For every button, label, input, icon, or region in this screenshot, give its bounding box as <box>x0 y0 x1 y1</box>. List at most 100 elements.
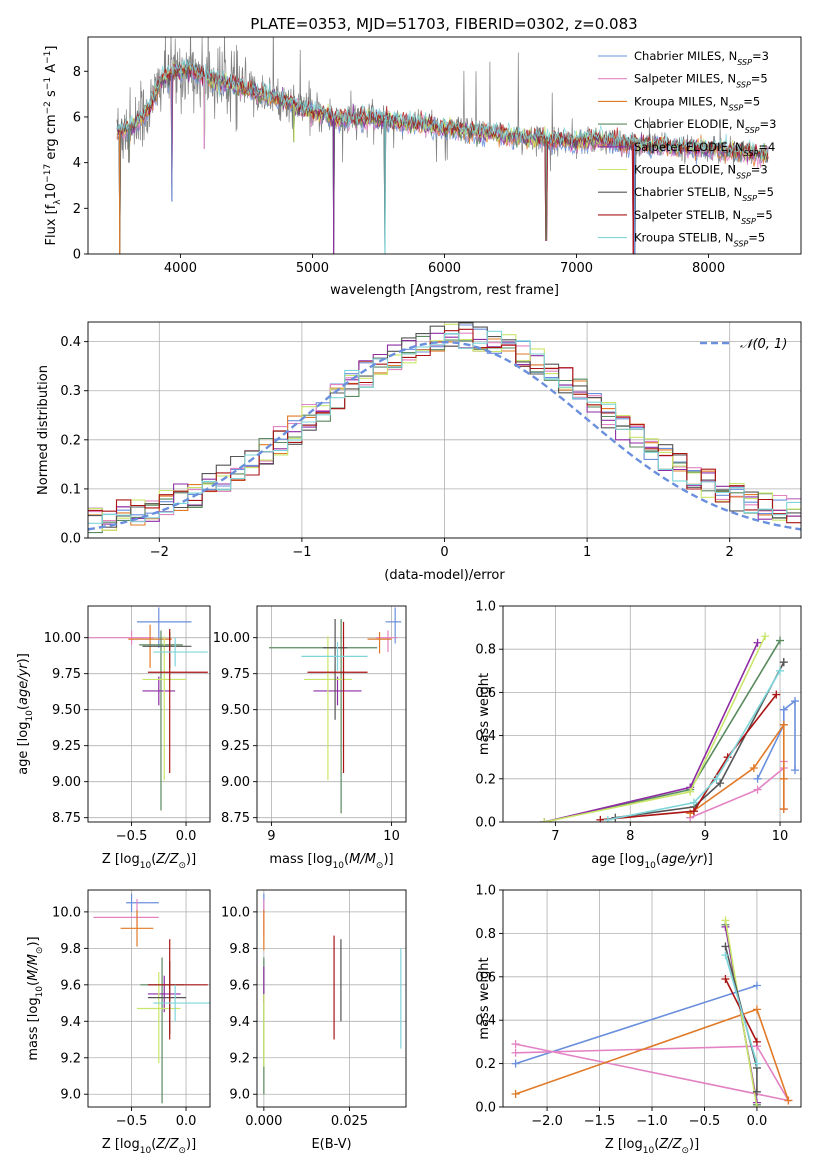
x-tick-label: 9 <box>267 829 275 844</box>
point-marker <box>779 705 788 714</box>
point-marker <box>721 942 730 951</box>
legend-name: Chabrier STELIB, N <box>634 185 742 199</box>
y-tick-label: 0.1 <box>60 482 81 497</box>
legend-sub: SSP <box>729 103 744 112</box>
point-marker <box>752 1087 761 1096</box>
point-marker <box>712 774 721 783</box>
y-tick-label: 9.00 <box>52 775 81 790</box>
legend-sub: SSP <box>745 126 760 135</box>
series-kroupa-miles <box>511 1005 793 1105</box>
label-part: Z/Z <box>658 1137 682 1152</box>
x-tick-label: −1.0 <box>636 1114 668 1129</box>
errorbar-salpeter-elodie <box>313 676 362 706</box>
series-line <box>544 635 766 822</box>
point-marker <box>761 632 770 641</box>
legend-label-chabrier-elodie: Chabrier ELODIE, NSSP=3 <box>634 117 776 135</box>
errorbar-chabrier-stelib <box>147 961 187 1035</box>
label-part: −17 <box>43 164 53 183</box>
point-marker <box>686 787 695 796</box>
errorbar-salpeter-stelib <box>147 629 208 774</box>
x-tick-label: 0.025 <box>331 1114 368 1129</box>
y-tick-label: 0.4 <box>475 1014 496 1029</box>
y-tick-label: 1.0 <box>475 600 496 615</box>
label-part: age [log <box>16 722 31 775</box>
series-line <box>689 722 785 815</box>
label-part: 10 <box>44 183 59 200</box>
label-part: λ <box>53 199 63 205</box>
label-part: ⊙ <box>35 947 45 955</box>
point-marker <box>753 774 762 783</box>
y-tick-label: 4 <box>73 156 81 171</box>
axes-frame <box>87 889 211 1108</box>
y-tick-label: 9.8 <box>229 942 250 957</box>
x-tick-label: −1 <box>292 545 311 560</box>
point-marker <box>779 805 788 814</box>
x-tick-label: 1 <box>583 545 591 560</box>
y-tick-label: 0.2 <box>60 433 81 448</box>
label-part: Z [log <box>605 1137 643 1152</box>
x-tick-label: −0.5 <box>116 1114 148 1129</box>
point-marker <box>749 764 758 772</box>
y-tick-label: 9.6 <box>60 978 81 993</box>
plot-area-mass-vs-Z <box>88 890 210 1107</box>
model-line-salpeter-elodie <box>116 59 769 254</box>
point-marker <box>511 1089 520 1098</box>
legend-nssp: =3 <box>751 163 768 177</box>
legend-nssp: =4 <box>758 140 775 154</box>
x-tick-label: 9 <box>701 829 709 844</box>
label-part: ] <box>44 46 59 51</box>
y-tick-label: 1.0 <box>475 884 496 899</box>
errorbar-kroupa-stelib <box>153 984 210 1022</box>
legend-sub: SSP <box>741 216 756 225</box>
y-tick-label: 9.0 <box>229 1088 250 1103</box>
label-part: 10 <box>643 1146 655 1156</box>
y-tick-label: 8 <box>73 65 81 80</box>
panel-residuals: −2 −1 0 1 2 0.0 0.1 0.2 0.3 0.4 𝒩(0, 1) (data-model… <box>36 321 802 583</box>
point-marker <box>716 779 725 788</box>
label-part: )] <box>26 936 41 946</box>
point-marker <box>752 1103 761 1107</box>
series-line <box>600 694 777 821</box>
y-tick-label: 9.4 <box>60 1015 81 1030</box>
x-tick-label: −0.5 <box>116 829 148 844</box>
legend-nssp: =5 <box>751 72 768 86</box>
y-tick-label: 9.00 <box>221 775 250 790</box>
panel-weight-vs-Z: −2.0 −1.5 −1.0 −0.5 0.0 0.0 0.2 0.4 0.6 0.8 1.0 Z [… <box>475 884 802 1156</box>
label-part: −1 <box>43 77 53 90</box>
label-part: erg cm <box>44 114 59 163</box>
histogram-chabrier-elodie <box>88 335 801 534</box>
errorbar-kroupa-miles <box>367 631 392 654</box>
legend-name: Chabrier ELODIE, N <box>634 117 745 131</box>
axes-frame <box>256 889 407 1108</box>
label-part: ( <box>26 981 41 986</box>
y-tick-label: 9.50 <box>221 703 250 718</box>
y-tick-label: 0.2 <box>475 1057 496 1072</box>
label-part: )] <box>689 1137 699 1152</box>
legend-label-salpeter-stelib: Salpeter STELIB, NSSP=5 <box>634 208 773 226</box>
x-axis-label: mass [log10(M/M⊙)] <box>269 852 393 871</box>
x-tick-label: 10 <box>383 829 400 844</box>
point-marker <box>689 807 698 816</box>
legend-name: Kroupa STELIB, N <box>634 231 734 245</box>
legend-label-normal: 𝒩(0, 1) <box>740 337 787 352</box>
label-part: −1 <box>43 51 53 64</box>
series-kroupa-miles <box>686 720 788 818</box>
x-tick-label: 8 <box>626 829 634 844</box>
legend-sub: SSP <box>742 194 757 203</box>
x-tick-label: 6000 <box>428 261 461 276</box>
y-tick-label: 9.2 <box>60 1051 81 1066</box>
label-part: E(B-V) <box>311 1137 351 1152</box>
legend-label-kroupa-miles: Kroupa MILES, NSSP=5 <box>634 94 760 112</box>
legend-nssp: =5 <box>757 185 774 199</box>
legend-nssp: =5 <box>743 94 760 108</box>
errorbar-kroupa-elodie <box>137 972 181 1064</box>
x-tick-label: −0.5 <box>689 1114 721 1129</box>
series-kroupa-stelib <box>721 951 761 1068</box>
plot-area-age-vs-mass <box>257 606 406 822</box>
y-tick-label: 0.4 <box>60 335 81 350</box>
legend-label-kroupa-stelib: Kroupa STELIB, NSSP=5 <box>634 231 765 249</box>
label-part: )] <box>16 653 31 663</box>
series-line <box>607 670 781 821</box>
